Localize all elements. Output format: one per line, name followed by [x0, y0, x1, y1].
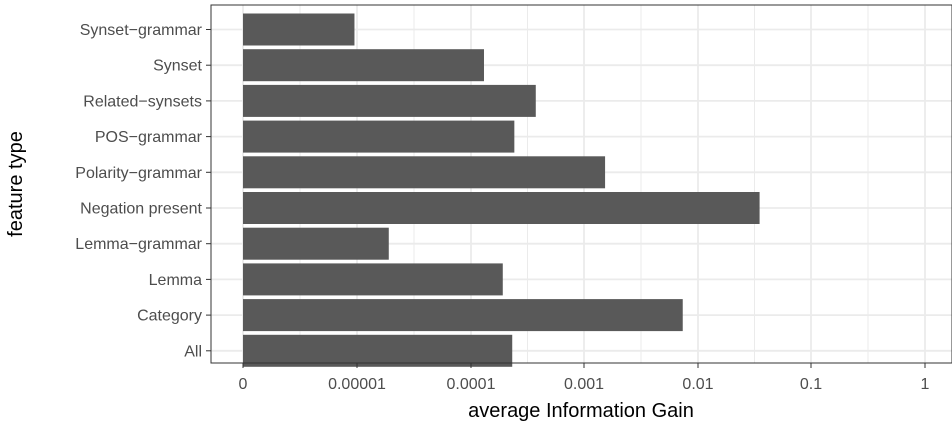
bar	[243, 120, 515, 153]
y-tick-label: Negation present	[80, 201, 202, 218]
x-tick-label: 0.0001	[447, 376, 496, 393]
bars	[243, 13, 760, 367]
bar	[243, 192, 760, 224]
bar	[243, 84, 536, 117]
x-tick-label: 0	[239, 376, 248, 393]
bar	[243, 263, 503, 296]
y-tick-label: Category	[137, 308, 202, 325]
y-tick-label: Polarity−grammar	[75, 165, 202, 182]
y-tick-label: All	[184, 343, 202, 360]
y-tick-label: Related−synsets	[83, 93, 202, 110]
x-tick-label: 0.01	[682, 376, 713, 393]
y-tick-label: POS−grammar	[95, 129, 203, 146]
bar	[243, 334, 513, 367]
y-tick-label: Lemma	[149, 272, 202, 289]
x-tick-label: 0.00001	[328, 376, 386, 393]
x-tick-label: 1	[921, 376, 930, 393]
bar	[243, 227, 389, 260]
x-tick-label: 0.1	[800, 376, 822, 393]
bar	[243, 13, 355, 46]
x-tick-label: 0.001	[564, 376, 604, 393]
y-axis-title: feature type	[5, 131, 27, 237]
bar	[243, 49, 484, 82]
y-axis: Synset−grammar Synset Related−synsets POS−g…	[75, 22, 211, 360]
x-axis-title: average Information Gain	[468, 400, 694, 422]
y-tick-label: Lemma−grammar	[75, 236, 202, 253]
bar	[243, 156, 606, 189]
bar	[243, 299, 683, 332]
plot-frame	[210, 4, 952, 364]
y-tick-label: Synset	[153, 58, 202, 75]
x-axis: 0 0.00001 0.0001 0.001 0.01 0.1 1	[239, 363, 930, 393]
y-tick-label: Synset−grammar	[80, 22, 203, 39]
